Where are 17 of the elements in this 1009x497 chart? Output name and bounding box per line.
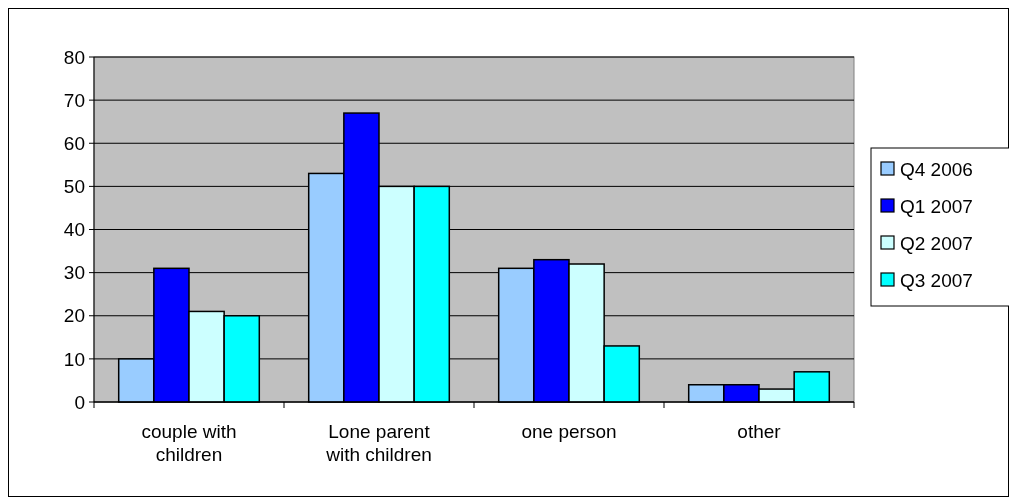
legend-label: Q1 2007 xyxy=(900,195,973,217)
y-tick-label: 70 xyxy=(63,89,85,111)
y-tick-label: 80 xyxy=(63,46,85,68)
y-tick-label: 60 xyxy=(63,132,85,154)
x-tick-label: one person xyxy=(521,421,617,442)
y-tick-label: 0 xyxy=(74,391,85,413)
y-tick-label: 40 xyxy=(63,219,85,241)
y-tick-label: 30 xyxy=(63,262,85,284)
x-tick-label: Lone parent with children xyxy=(325,421,432,465)
legend-label: Q3 2007 xyxy=(900,269,973,291)
legend-label: Q4 2006 xyxy=(900,158,973,180)
x-tick-label: couple with children xyxy=(141,421,237,465)
legend-label: Q2 2007 xyxy=(900,232,973,254)
x-tick-label: other xyxy=(737,421,782,442)
y-tick-label: 10 xyxy=(63,348,85,370)
y-tick-label: 50 xyxy=(63,176,85,198)
y-tick-label: 20 xyxy=(63,305,85,327)
